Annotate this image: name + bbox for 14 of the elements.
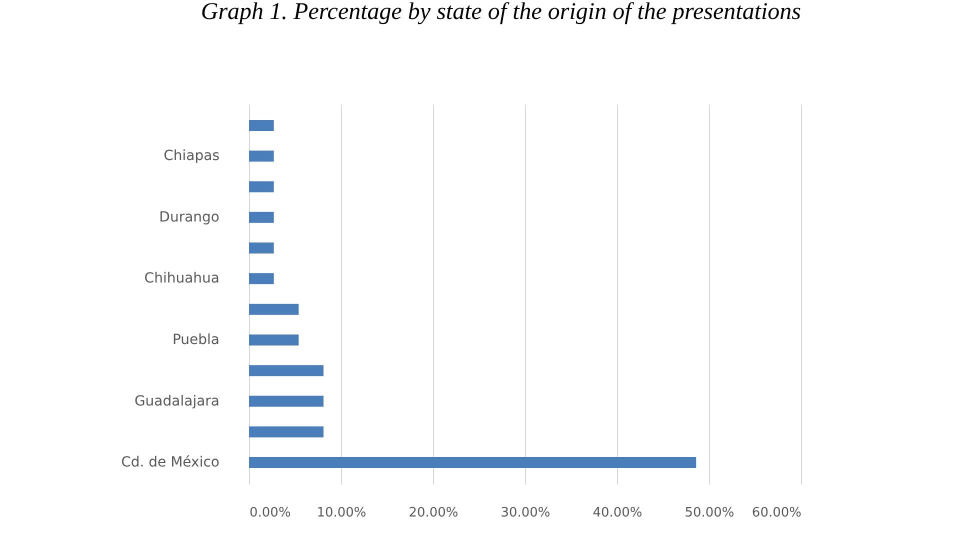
y-tick-label: Chiapas	[164, 148, 220, 164]
y-tick-label: Guadalajara	[134, 393, 220, 410]
x-tick-label: 20.00%	[408, 506, 458, 520]
y-tick-label: Chihuahua	[144, 270, 220, 287]
x-tick-label: 50.00%	[684, 506, 734, 520]
y-tick-label: Durango	[159, 209, 220, 226]
y-tick-label: Cd. de México	[121, 454, 220, 471]
y-tick-label: Puebla	[172, 332, 220, 348]
x-tick-label: 40.00%	[592, 506, 642, 520]
x-tick-label: 60.00%	[752, 506, 802, 520]
x-tick-label: 10.00%	[316, 506, 366, 520]
x-tick-label: 30.00%	[500, 506, 550, 520]
chart-title: Graph 1. Percentage by state of the origin of the presentations	[200, 0, 801, 25]
x-tick-label: 0.00%	[250, 506, 291, 520]
